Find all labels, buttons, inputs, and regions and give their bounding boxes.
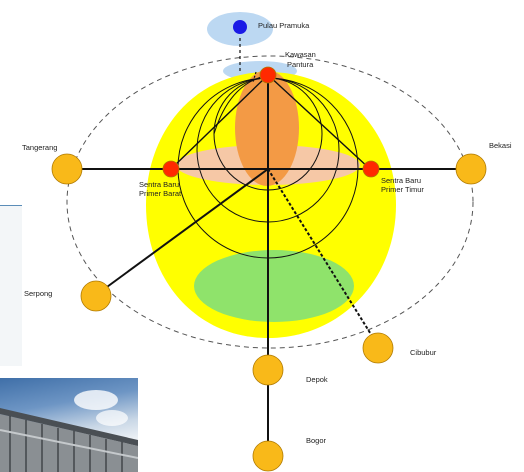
tangerang-node (51, 153, 83, 185)
label-depok: Depok (306, 375, 328, 384)
building-sky-image (0, 390, 138, 472)
label-cibubur: Cibubur (410, 348, 437, 357)
kawasan-pantura-node (259, 66, 277, 84)
label-bogor: Bogor (306, 436, 327, 445)
label-sentra-timur-line2: Primer Timur (381, 185, 424, 194)
outer-dashed-ring (66, 55, 474, 349)
serpong-node (80, 280, 112, 312)
label-sentra-timur-line1: Sentra Baru (381, 176, 421, 185)
background-side-panel (0, 205, 22, 366)
label-tangerang: Tangerang (22, 143, 57, 152)
background-photo (0, 378, 138, 472)
sentra-timur-node (362, 160, 380, 178)
center-spokes (170, 74, 371, 170)
pramuka-link-end (252, 71, 257, 83)
label-sentra-barat-line2: Primer Barat (139, 189, 182, 198)
label-serpong: Serpong (24, 289, 52, 298)
bekasi-node (455, 153, 487, 185)
bogor-node (252, 440, 284, 472)
depok-node (252, 354, 284, 386)
label-bekasi: Bekasi (489, 141, 512, 150)
pulau-pramuka-node (233, 20, 247, 34)
label-pulau-pramuka: Pulau Pramuka (258, 21, 310, 30)
sentra-barat-node (162, 160, 180, 178)
cibubur-node (362, 332, 394, 364)
label-kawasan-line2: Pantura (287, 60, 314, 69)
line-center-serpong (95, 168, 269, 296)
line-center-cibubur (267, 168, 378, 345)
label-sentra-barat-line1: Sentra Baru (139, 180, 179, 189)
label-kawasan-line1: Kawasan (285, 50, 316, 59)
green-zone (194, 250, 354, 322)
